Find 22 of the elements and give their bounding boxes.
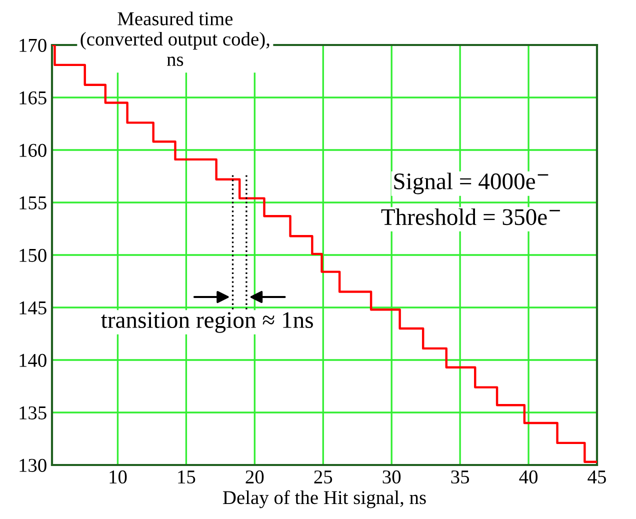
y-tick-label: 130: [20, 458, 46, 472]
x-tick-label: 10: [110, 470, 127, 484]
annotation: Threshold = 350e$^{−}$: [381, 208, 560, 226]
x-tick-label: 40: [519, 470, 538, 484]
y-tick-label: 170: [20, 38, 46, 52]
x-tick-label: 15: [178, 470, 196, 484]
y-tick-label: 135: [20, 406, 46, 420]
y-axis-title: Measured time (converted output code), ns: [80, 12, 270, 66]
y-tick-label: 165: [20, 91, 46, 104]
y-tick-label: 155: [20, 196, 46, 210]
y-tick-label: 160: [20, 144, 46, 157]
x-tick-label: 30: [382, 470, 401, 484]
annotation: Signal = 4000e$^{−}$: [394, 172, 548, 194]
x-tick-label: 45: [588, 470, 606, 484]
x-tick-label: 25: [314, 470, 332, 484]
y-tick-label: 140: [20, 354, 46, 367]
x-axis-title: Delay of the Hit signal, ns: [222, 490, 426, 508]
annotation: transition region ≈ 1ns: [101, 312, 313, 333]
x-tick-label: 35: [451, 470, 470, 484]
x-tick-label: 20: [246, 470, 264, 484]
y-tick-label: 150: [20, 248, 46, 262]
y-tick-label: 145: [20, 301, 46, 314]
